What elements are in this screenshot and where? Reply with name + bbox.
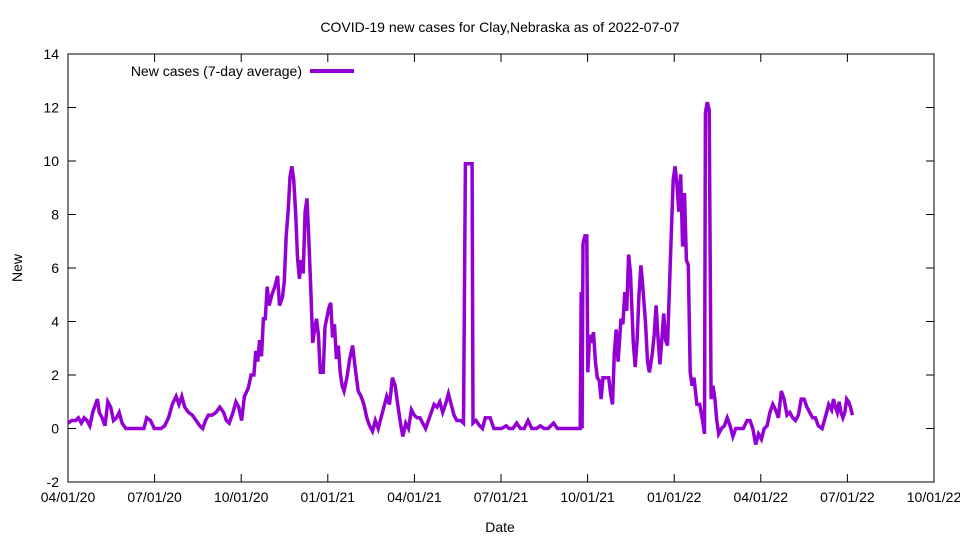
- x-axis-label: Date: [485, 519, 515, 535]
- y-tick-label: 12: [43, 100, 59, 116]
- y-tick-label: 8: [51, 207, 59, 223]
- x-tick-label: 04/01/22: [734, 489, 789, 505]
- y-tick-label: 6: [51, 260, 59, 276]
- x-tick-label: 10/01/22: [907, 489, 960, 505]
- x-tick-label: 01/01/22: [647, 489, 702, 505]
- x-tick-label: 10/01/21: [560, 489, 615, 505]
- y-tick-label: 14: [43, 46, 59, 62]
- x-axis: 04/01/20 07/01/20 10/01/20 01/01/21 04/01/21…: [41, 54, 960, 505]
- y-axis: -2 0 2 4 6 8 10 12 14: [43, 46, 934, 490]
- legend: New cases (7-day average): [131, 63, 354, 79]
- x-tick-label: 04/01/20: [41, 489, 96, 505]
- x-tick-label: 07/01/22: [820, 489, 875, 505]
- y-tick-label: 4: [51, 314, 59, 330]
- x-tick-label: 04/01/21: [387, 489, 442, 505]
- legend-label: New cases (7-day average): [131, 63, 302, 79]
- x-tick-label: 01/01/21: [301, 489, 356, 505]
- x-tick-label: 07/01/20: [127, 489, 182, 505]
- x-tick-label: 10/01/20: [214, 489, 269, 505]
- y-tick-label: -2: [47, 474, 60, 490]
- plot-frame: [67, 53, 935, 483]
- y-tick-label: 0: [51, 421, 59, 437]
- y-axis-label: New: [9, 253, 25, 282]
- y-tick-label: 2: [51, 367, 59, 383]
- series-line-new-cases: [67, 101, 855, 446]
- x-tick-label: 07/01/21: [474, 489, 529, 505]
- y-tick-label: 10: [43, 153, 59, 169]
- chart-title: COVID-19 new cases for Clay,Nebraska as …: [320, 19, 679, 35]
